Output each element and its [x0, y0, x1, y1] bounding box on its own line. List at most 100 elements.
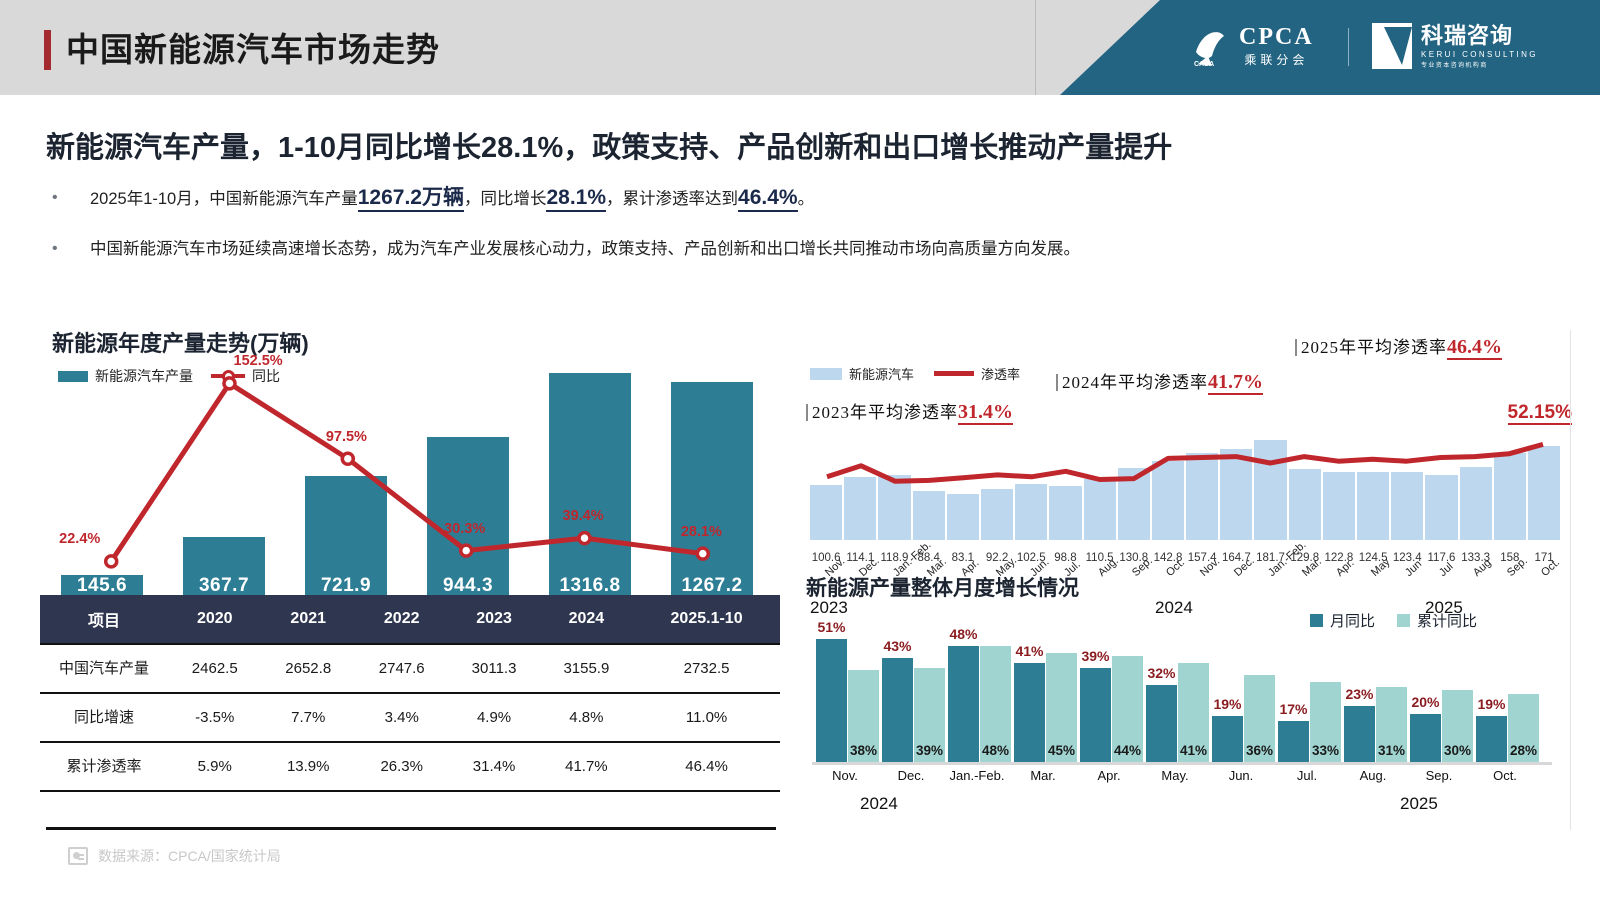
monthly-bar-value: 129.8	[1290, 552, 1320, 564]
monthly-bar: 133.3	[1459, 466, 1492, 564]
growth-bar: 41%	[1178, 663, 1209, 762]
monthly-bar: 92.2	[980, 489, 1014, 564]
growth-x-label: Sep.	[1425, 768, 1453, 783]
table-row-label: 同比增速	[73, 709, 134, 726]
legend-item-penetration-line: 渗透率	[934, 364, 1020, 383]
growth-bar-value: 44%	[1113, 743, 1142, 758]
annotation-value: 46.4%	[1447, 336, 1502, 360]
header-divider-line	[1035, 0, 1036, 95]
annual-yoy-label: 152.5%	[233, 353, 283, 370]
growth-bar: 36%	[1244, 675, 1275, 762]
growth-x-label: Aug.	[1359, 768, 1387, 783]
monthly-bar-value: 88.4	[917, 552, 940, 564]
annual-bar-column: 1316.8	[540, 372, 640, 600]
growth-bar-group: 17% 33%	[1278, 682, 1341, 762]
growth-bar: 17%	[1278, 701, 1309, 762]
annual-bar-group: 145.6 367.7 721.9 944.3 1316.8 1267.2	[52, 350, 762, 600]
annotation-tick-icon	[806, 404, 808, 421]
monthly-bar: 98.8	[1049, 485, 1082, 564]
growth-chart-title: 新能源产量整体月度增长情况	[806, 577, 1079, 600]
header-teal-band	[1060, 0, 1600, 95]
table-body: 中国汽车产量 2462.5 2652.8 2747.6 3011.3 3155.9 2732…	[40, 644, 780, 791]
growth-x-axis	[812, 762, 1552, 765]
growth-bar: 45%	[1046, 653, 1077, 762]
monthly-bar-value: 100.6	[811, 552, 841, 564]
table-row: 中国汽车产量 2462.5 2652.8 2747.6 3011.3 3155.9 2732…	[40, 644, 780, 693]
monthly-bar-value: 171	[1534, 552, 1554, 564]
growth-bar-value: 17%	[1279, 700, 1308, 717]
growth-bar: 32%	[1146, 665, 1177, 762]
growth-bar-value: 39%	[1081, 647, 1110, 664]
growth-bar-group: 19% 36%	[1212, 675, 1275, 762]
monthly-bar-value: 122.8	[1324, 552, 1354, 564]
growth-bar: 31%	[1376, 687, 1407, 762]
legend-item-bar: 新能源汽车产量	[58, 366, 193, 386]
page-title: 中国新能源汽车市场走势	[66, 31, 440, 68]
annual-bar: 721.9	[305, 475, 387, 600]
monthly-year-label: 2025	[1425, 598, 1463, 617]
legend-cumulative-yoy-label: 累计同比	[1417, 613, 1478, 630]
annual-bar-value: 721.9	[320, 575, 372, 596]
growth-bar: 19%	[1476, 696, 1507, 762]
monthly-year-label: 2024	[1155, 598, 1193, 617]
annotation-tick-icon	[1295, 339, 1297, 356]
bullet-highlight: 46.4%	[738, 186, 798, 212]
monthly-year-label: 2023	[810, 598, 848, 617]
growth-bar-value: 48%	[949, 626, 978, 643]
monthly-bar-value: 124.5	[1358, 552, 1388, 564]
growth-bar: 19%	[1212, 696, 1243, 762]
monthly-bar: 129.8	[1288, 468, 1321, 564]
table-col-header: 2024	[539, 595, 634, 644]
table-cell: 3.4%	[384, 709, 419, 726]
growth-x-label: Oct.	[1493, 768, 1517, 783]
growth-bar: 30%	[1442, 689, 1473, 762]
annual-bar: 1267.2	[671, 381, 753, 600]
growth-bar-value: 43%	[883, 638, 912, 655]
growth-bar: 28%	[1508, 694, 1539, 762]
kerui-logo-en2: 专业资本咨询机构商	[1421, 62, 1488, 69]
monthly-bar: 122.8	[1322, 472, 1355, 564]
growth-bar-group: 41% 45%	[1014, 643, 1077, 762]
annual-yoy-label: 39.4%	[562, 508, 604, 525]
monthly-bar-value: 181.7	[1256, 552, 1285, 564]
table-cell: -3.5%	[195, 709, 235, 726]
monthly-bar-value: 110.5	[1085, 552, 1114, 564]
kerui-r-icon	[1372, 23, 1412, 69]
growth-bar-value: 32%	[1147, 664, 1176, 681]
kerui-logo-en: KERUI CONSULTING	[1421, 49, 1538, 59]
bullet-item: • 中国新能源汽车市场延续高速增长态势，成为汽车产业发展核心动力，政策支持、产品创…	[46, 237, 1496, 261]
monthly-bar: 83.1	[946, 494, 979, 564]
avg-penetration-annotation: 2024年平均渗透率41.7%	[1056, 368, 1263, 395]
last-penetration-callout: 52.15%	[1507, 402, 1572, 425]
cpca-logo-main: CPCA	[1239, 24, 1314, 50]
annotation-value: 31.4%	[958, 401, 1013, 425]
legend-nev-label: 新能源汽车	[849, 367, 915, 382]
annual-chart-title: 新能源年度产量走势(万辆)	[52, 331, 309, 356]
legend-item-mom-yoy: 月同比	[1310, 610, 1375, 631]
annual-bar: 1316.8	[549, 372, 631, 600]
table-col-header: 2022	[354, 595, 449, 644]
table-header-row: 项目 2020 2021 2022 2023 2024 2025.1-10	[40, 595, 780, 644]
bullet-highlight: 28.1%	[546, 186, 607, 212]
annual-bar: 944.3	[427, 437, 509, 600]
growth-bar: 38%	[848, 670, 879, 762]
table-cell: 2462.5	[191, 660, 238, 677]
annual-yoy-label: 30.3%	[444, 520, 486, 537]
growth-bar-value: 41%	[1179, 743, 1208, 758]
growth-bar: 51%	[816, 619, 847, 762]
monthly-production-panel: 新能源汽车 渗透率 100.6 114.1 118.9 88.4 83.1 92.2 102…	[800, 340, 1590, 617]
monthly-bar-value: 130.8	[1119, 552, 1149, 564]
monthly-bar: 171	[1527, 445, 1561, 564]
monthly-bar-group: 100.6 114.1 118.9 88.4 83.1 92.2 102.5 98.8 110.…	[810, 430, 1561, 564]
annual-yoy-label: 97.5%	[325, 428, 367, 445]
monthly-bar-value: 92.2	[985, 552, 1009, 564]
growth-bar-group: 19% 28%	[1476, 694, 1539, 762]
annual-bar-value: 1267.2	[681, 575, 743, 596]
growth-bar: 39%	[914, 667, 945, 762]
annual-bar-column: 944.3	[418, 437, 518, 600]
table-cell: 2652.8	[285, 660, 332, 677]
annual-production-chart: 145.6 367.7 721.9 944.3 1316.8 1267.2 22.4% 15…	[52, 350, 762, 600]
table-cell: 3011.3	[471, 660, 517, 677]
bullet-text: 2025年1-10月，中国新能源汽车产量1267.2万辆，同比增长28.1%，累…	[90, 186, 814, 212]
growth-plot: 51% 38% 43% 39% 48% 48% 41% 45% 39% 44% 32% 41% 19% 3…	[812, 619, 1552, 762]
